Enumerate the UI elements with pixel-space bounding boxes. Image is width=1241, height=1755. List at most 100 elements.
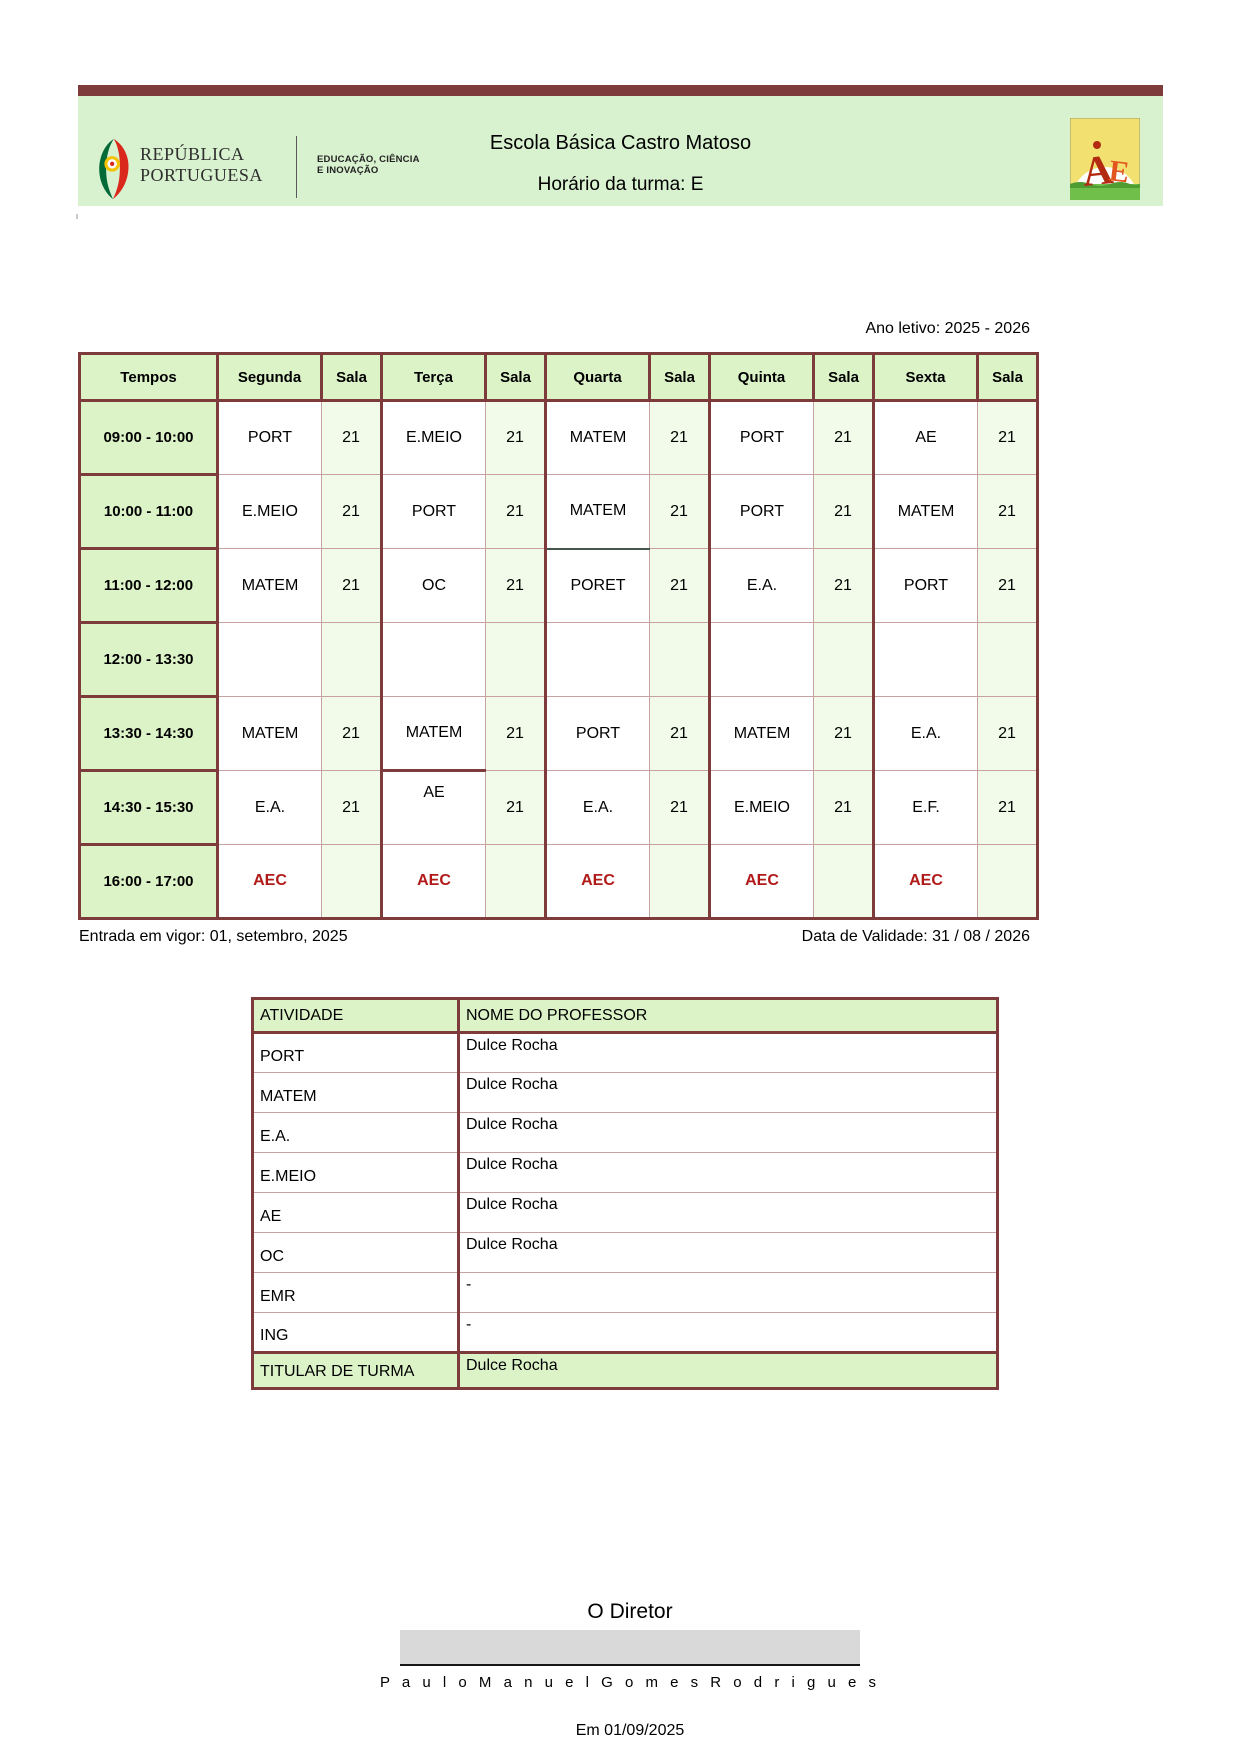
sala-cell: 21 — [485, 548, 546, 623]
subject-cell: E.MEIO — [216, 474, 322, 549]
republica-wordmark: REPÚBLICA PORTUGUESA — [140, 144, 263, 186]
professor-cell: - — [457, 1312, 998, 1353]
sala-cell: 21 — [485, 474, 546, 549]
timetable-row: 13:30 - 14:30 MATEM 21 MATEM 21 PORT 21 MATEM 21… — [78, 695, 1038, 772]
valid-until-label: Data de Validade: 31 / 08 / 2026 — [801, 928, 1030, 945]
activity-cell: MATEM — [251, 1072, 460, 1113]
ministry-line1: EDUCAÇÃO, CIÊNCIA — [317, 154, 420, 165]
subject-cell: AE — [872, 400, 978, 475]
timetable-row: 10:00 - 11:00 E.MEIO 21 PORT 21 MATEM 21 PORT 21… — [78, 473, 1038, 550]
teachers-row: MATEM Dulce Rocha — [251, 1072, 998, 1113]
timetable-col-header-10: Sala — [976, 352, 1039, 402]
director-name: P a u l o M a n u e l G o m e s R o d r … — [379, 1674, 881, 1691]
teachers-row: E.A. Dulce Rocha — [251, 1112, 998, 1153]
timetable-table: Tempos Segunda Sala Terça Sala Quarta Sala Quin… — [78, 352, 1039, 920]
sala-cell: 21 — [813, 400, 874, 475]
sala-cell — [977, 844, 1038, 919]
subject-cell: AEC — [544, 844, 650, 919]
teachers-col-header-atividade: ATIVIDADE — [251, 997, 460, 1034]
teachers-col-header-professor: NOME DO PROFESSOR — [458, 997, 998, 1034]
sala-cell: 21 — [321, 696, 382, 771]
sala-cell — [649, 844, 710, 919]
timetable-row: 11:00 - 12:00 MATEM 21 OC 21 PORET 21 E.A. 21 POR… — [78, 547, 1038, 624]
sala-cell — [321, 622, 382, 697]
professor-cell: - — [457, 1272, 998, 1313]
teachers-wrapper: ATIVIDADE NOME DO PROFESSOR PORT Dulce Roch… — [251, 997, 999, 1390]
timetable-row: 09:00 - 10:00 PORT 21 E.MEIO 21 MATEM 21 PORT 21… — [78, 399, 1038, 476]
sala-cell — [813, 622, 874, 697]
portugal-flag-icon — [99, 138, 129, 200]
timetable-col-header-6: Sala — [648, 352, 711, 402]
page-artifact-mark — [76, 214, 78, 219]
subject-cell: OC — [380, 548, 486, 623]
subject-cell: PORT — [708, 474, 814, 549]
subject-cell — [216, 622, 322, 697]
svg-text:A: A — [1080, 147, 1116, 196]
subject-cell: E.MEIO — [708, 770, 814, 845]
teachers-header-row: ATIVIDADE NOME DO PROFESSOR — [251, 997, 998, 1034]
sala-cell: 21 — [977, 548, 1038, 623]
professor-cell: Dulce Rocha — [457, 1112, 998, 1153]
subject-cell: PORT — [872, 548, 978, 623]
sala-cell: 21 — [977, 474, 1038, 549]
teachers-body: ATIVIDADE NOME DO PROFESSOR PORT Dulce Roch… — [251, 997, 998, 1390]
sala-cell — [321, 844, 382, 919]
sala-cell: 21 — [813, 474, 874, 549]
timetable-col-header-0: Tempos — [78, 352, 219, 402]
signature-box — [400, 1630, 860, 1666]
sala-cell — [977, 622, 1038, 697]
subject-cell: PORT — [380, 474, 486, 549]
professor-cell: Dulce Rocha — [457, 1232, 998, 1273]
sala-cell: 21 — [649, 548, 710, 623]
schedule-title: Horário da turma: E — [537, 174, 704, 195]
timetable-col-header-2: Sala — [320, 352, 383, 402]
subject-cell: PORT — [708, 400, 814, 475]
activity-cell: AE — [251, 1192, 460, 1233]
subject-cell: E.A. — [216, 770, 322, 845]
ministry-wordmark: EDUCAÇÃO, CIÊNCIA E INOVAÇÃO — [317, 154, 420, 176]
director-title: O Diretor — [587, 1600, 673, 1623]
subject-cell — [872, 622, 978, 697]
sala-cell: 21 — [649, 400, 710, 475]
teachers-row: E.MEIO Dulce Rocha — [251, 1152, 998, 1193]
subject-cell: AE — [380, 769, 486, 845]
subject-cell: AEC — [216, 844, 322, 919]
professor-cell: Dulce Rocha — [457, 1192, 998, 1233]
logo-divider — [296, 136, 297, 198]
sala-cell — [813, 844, 874, 919]
subject-cell: MATEM — [544, 474, 650, 550]
subject-cell: E.A. — [544, 770, 650, 845]
header-banner: REPÚBLICA PORTUGUESA EDUCAÇÃO, CIÊNCIA E… — [78, 96, 1163, 206]
teachers-table: ATIVIDADE NOME DO PROFESSOR PORT Dulce Roch… — [251, 997, 999, 1390]
activity-cell: EMR — [251, 1272, 460, 1313]
sala-cell: 21 — [321, 548, 382, 623]
school-name: Escola Básica Castro Matoso — [489, 132, 752, 154]
subject-cell: AEC — [380, 844, 486, 919]
timetable-wrapper: Tempos Segunda Sala Terça Sala Quarta Sala Quin… — [78, 352, 1039, 920]
timetable-col-header-3: Terça — [380, 352, 487, 402]
school-year-label: Ano letivo: 2025 - 2026 — [865, 320, 1030, 337]
subject-cell: MATEM — [380, 696, 486, 771]
subject-cell: E.MEIO — [380, 400, 486, 475]
subject-cell: MATEM — [708, 696, 814, 771]
sala-cell: 21 — [321, 770, 382, 845]
activity-cell: OC — [251, 1232, 460, 1273]
sala-cell: 21 — [977, 770, 1038, 845]
activity-cell: E.MEIO — [251, 1152, 460, 1193]
sala-cell: 21 — [977, 696, 1038, 771]
time-cell: 10:00 - 11:00 — [78, 473, 219, 550]
subject-cell: E.F. — [872, 770, 978, 845]
sala-cell: 21 — [321, 400, 382, 475]
subject-cell: PORT — [544, 696, 650, 771]
republica-line2: PORTUGUESA — [140, 165, 263, 185]
timetable-row: 16:00 - 17:00 AEC AEC AEC AEC AEC — [78, 843, 1038, 920]
sala-cell: 21 — [649, 474, 710, 549]
sala-cell: 21 — [977, 400, 1038, 475]
teachers-row: PORT Dulce Rocha — [251, 1032, 998, 1073]
sala-cell: 21 — [813, 548, 874, 623]
sala-cell — [485, 844, 546, 919]
titular-label-cell: TITULAR DE TURMA — [251, 1351, 460, 1390]
teachers-row: AE Dulce Rocha — [251, 1192, 998, 1233]
time-cell: 12:00 - 13:30 — [78, 621, 219, 698]
